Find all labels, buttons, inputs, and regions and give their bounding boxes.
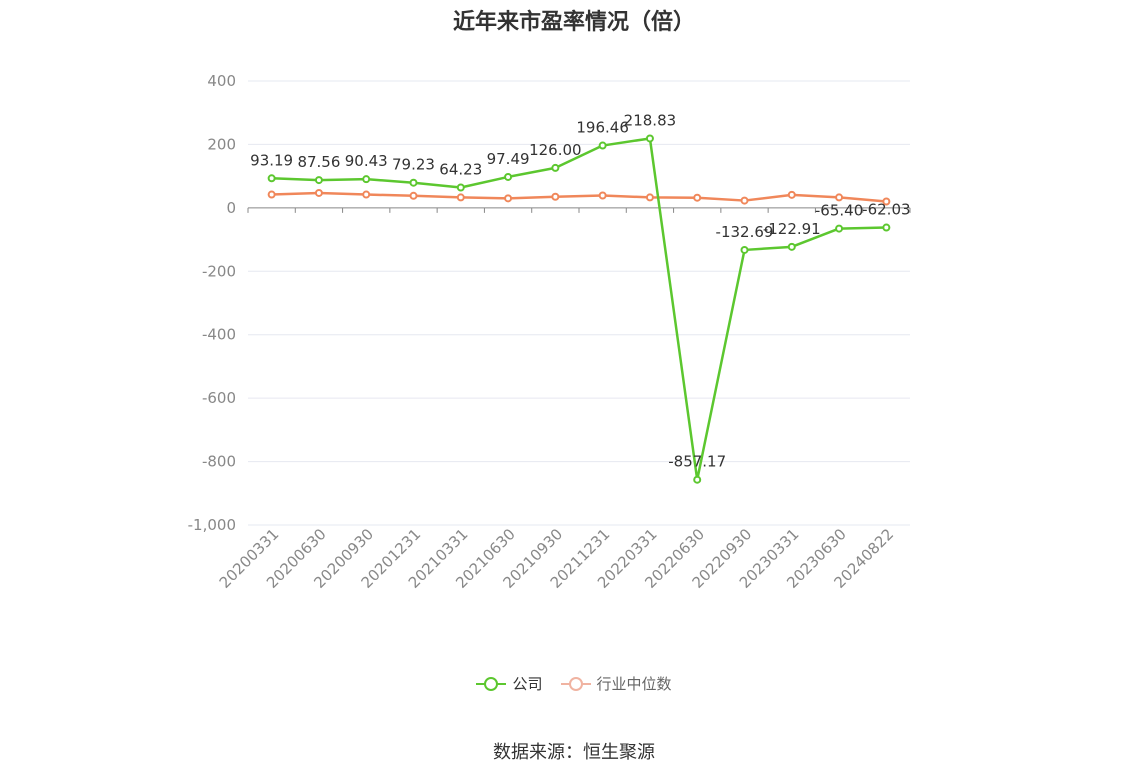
company-data-point [267, 174, 276, 183]
industry-data-point [835, 193, 844, 202]
company-data-label: -132.69 [716, 223, 774, 241]
company-data-label: -65.40 [815, 202, 863, 220]
company-data-point [409, 178, 418, 187]
company-data-label: -122.91 [763, 220, 821, 238]
company-series-line [271, 137, 887, 481]
legend: 公司 行业中位数 [0, 673, 1148, 694]
company-data-label: 90.43 [345, 152, 388, 170]
industry-data-point [645, 193, 654, 202]
chart-title: 近年来市盈率情况（倍） [452, 10, 695, 35]
industry-data-point [409, 191, 418, 200]
industry-data-point [882, 197, 891, 206]
industry-data-point [787, 190, 796, 199]
company-data-point [835, 224, 844, 233]
y-tick-label: 0 [226, 199, 236, 217]
y-tick-label: -600 [202, 389, 236, 407]
company-data-point [787, 242, 796, 251]
company-data-point [504, 172, 513, 181]
y-tick-label: -200 [202, 262, 236, 280]
y-tick-label: -1,000 [188, 516, 236, 534]
series-layer [267, 134, 891, 484]
industry-data-point [598, 191, 607, 200]
industry-data-point [362, 190, 371, 199]
y-tick-label: -400 [202, 326, 236, 344]
company-data-point [598, 141, 607, 150]
industry-data-point [693, 193, 702, 202]
company-data-label: -62.03 [862, 201, 910, 219]
company-data-label: 64.23 [439, 160, 482, 178]
company-data-label: 93.19 [250, 151, 293, 169]
company-data-point [645, 134, 654, 143]
company-data-label: 97.49 [487, 150, 530, 168]
company-data-point [740, 245, 749, 254]
y-tick-label: 200 [207, 135, 236, 153]
company-data-label: -857.17 [668, 453, 726, 471]
company-data-point [882, 223, 891, 232]
legend-industry-marker-icon [560, 676, 591, 692]
industry-data-point [267, 190, 276, 199]
legend-item-company[interactable]: 公司 [476, 673, 543, 694]
industry-data-point [314, 188, 323, 197]
legend-industry-label: 行业中位数 [596, 675, 672, 693]
legend-item-industry[interactable]: 行业中位数 [560, 673, 672, 694]
company-data-label: 87.56 [297, 153, 340, 171]
grid-layer [248, 80, 910, 526]
industry-data-point [456, 193, 465, 202]
industry-data-point [740, 196, 749, 205]
y-tick-label: -800 [202, 453, 236, 471]
industry-data-point [504, 194, 513, 203]
company-data-point [551, 163, 560, 172]
company-data-point [456, 183, 465, 192]
company-data-label: 196.46 [576, 119, 629, 137]
company-data-label: 126.00 [529, 141, 582, 159]
company-data-label: 218.83 [624, 111, 677, 129]
industry-series-line [271, 191, 887, 203]
company-data-point [362, 175, 371, 184]
industry-data-point [551, 192, 560, 201]
legend-company-marker-icon [476, 676, 507, 692]
company-data-label: 79.23 [392, 156, 435, 174]
company-data-point [314, 176, 323, 185]
source-note: 数据来源：恒生聚源 [493, 742, 655, 763]
company-data-point [693, 475, 702, 484]
legend-company-label: 公司 [512, 675, 543, 693]
y-tick-label: 400 [207, 72, 236, 90]
